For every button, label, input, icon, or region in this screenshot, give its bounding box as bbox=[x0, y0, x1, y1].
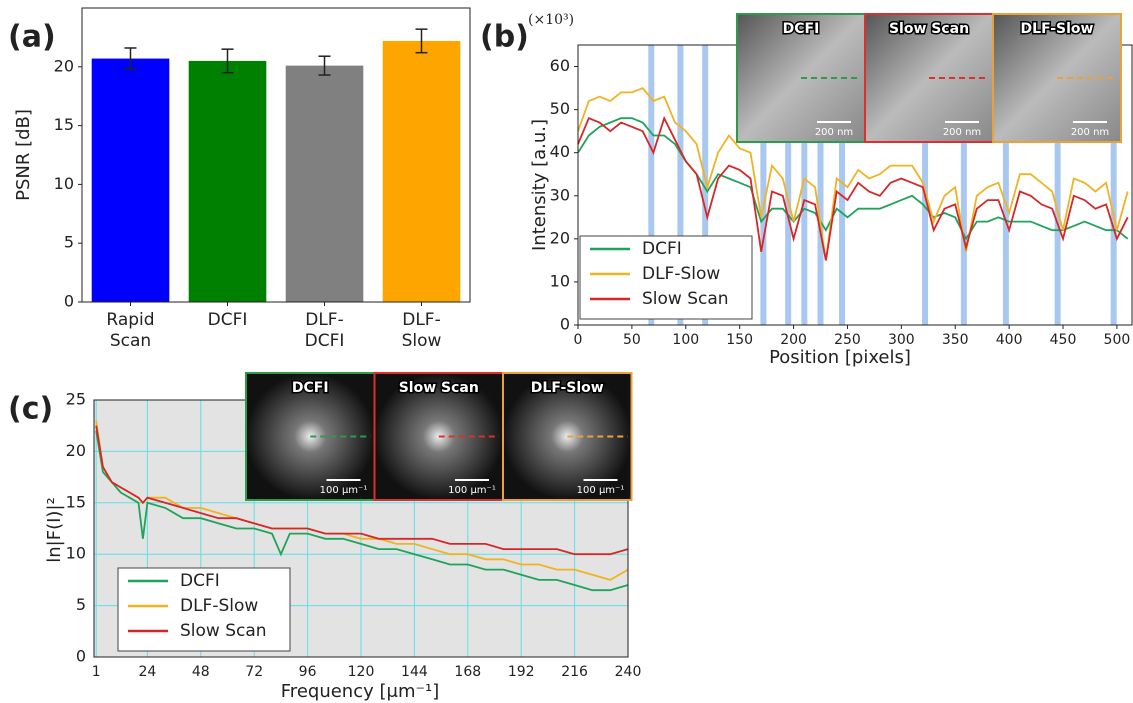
line bbox=[577, 87, 1129, 261]
panel-label: (b) bbox=[480, 20, 529, 55]
x-tick-label: 150 bbox=[726, 332, 753, 348]
inset-title: Slow Scan bbox=[889, 21, 969, 37]
y-axis-label: ln|F(I)|² bbox=[44, 497, 65, 562]
x-tick-label: 300 bbox=[888, 332, 915, 348]
bar bbox=[188, 60, 267, 302]
y-tick-label: 25 bbox=[66, 390, 86, 409]
x-tick-label: 216 bbox=[561, 664, 588, 680]
x-tick-label: 240 bbox=[615, 664, 642, 680]
x-tick-label: 96 bbox=[299, 664, 317, 680]
legend-label: DLF-Slow bbox=[180, 596, 258, 616]
x-tick-label: 168 bbox=[454, 664, 481, 680]
line bbox=[577, 117, 1129, 241]
highlight-band bbox=[702, 45, 709, 325]
highlight-band bbox=[801, 45, 808, 325]
x-tick-label: 72 bbox=[245, 664, 263, 680]
inset-scale-label: 100 μm⁻¹ bbox=[448, 485, 496, 496]
highlight-band bbox=[960, 45, 967, 325]
y-multiplier: (×10³) bbox=[528, 12, 574, 28]
legend-label: DCFI bbox=[180, 571, 220, 591]
y-tick-label: 10 bbox=[54, 174, 74, 193]
line bbox=[577, 115, 1129, 261]
inset-scale-label: 100 μm⁻¹ bbox=[577, 485, 625, 496]
highlight-band bbox=[648, 45, 655, 325]
inset-scale-label: 100 μm⁻¹ bbox=[320, 485, 368, 496]
x-tick-label: 50 bbox=[623, 332, 641, 348]
x-tick-label: DLF-Slow bbox=[401, 310, 442, 351]
y-tick-label: 50 bbox=[550, 99, 570, 118]
y-tick-label: 30 bbox=[550, 185, 570, 204]
highlight-band bbox=[839, 45, 846, 325]
x-axis-label: Position [pixels] bbox=[769, 347, 911, 368]
x-tick-label: 200 bbox=[780, 332, 807, 348]
highlight-band bbox=[760, 45, 767, 325]
y-tick-label: 40 bbox=[550, 142, 570, 161]
inset-title: Slow Scan bbox=[399, 380, 479, 396]
inset-scale-label: 200 nm bbox=[943, 127, 981, 138]
x-tick-label: 400 bbox=[996, 332, 1023, 348]
highlight-band bbox=[1054, 45, 1061, 325]
inset-scale-label: 200 nm bbox=[1071, 127, 1109, 138]
bar bbox=[91, 58, 170, 303]
x-tick-label: 1 bbox=[92, 664, 101, 680]
x-tick-label: 24 bbox=[138, 664, 156, 680]
highlight-band bbox=[1110, 45, 1117, 325]
highlight-band bbox=[1002, 45, 1009, 325]
highlight-band bbox=[785, 45, 792, 325]
x-tick-label: 0 bbox=[574, 332, 583, 348]
bar bbox=[382, 40, 461, 302]
x-tick-label: 450 bbox=[1050, 332, 1077, 348]
inset-title: DLF-Slow bbox=[531, 380, 604, 396]
x-tick-label: 100 bbox=[672, 332, 699, 348]
y-tick-label: 10 bbox=[66, 544, 86, 563]
x-axis-label: Frequency [μm⁻¹] bbox=[281, 681, 439, 702]
x-tick-label: DLF-DCFI bbox=[304, 310, 345, 351]
legend-label: Slow Scan bbox=[180, 621, 267, 641]
y-tick-label: 15 bbox=[66, 492, 86, 511]
x-tick-label: Rapid Scan bbox=[106, 310, 155, 351]
x-tick-label: 192 bbox=[508, 664, 535, 680]
inset-title: DLF-Slow bbox=[1021, 21, 1094, 37]
y-tick-label: 20 bbox=[54, 56, 74, 75]
highlight-band bbox=[677, 45, 684, 325]
x-tick-label: DCFI bbox=[207, 310, 248, 330]
x-tick-label: 250 bbox=[834, 332, 861, 348]
y-tick-label: 15 bbox=[54, 115, 74, 134]
y-tick-label: 5 bbox=[64, 233, 74, 252]
x-tick-label: 120 bbox=[348, 664, 375, 680]
highlight-band bbox=[817, 45, 824, 325]
x-tick-label: 350 bbox=[942, 332, 969, 348]
inset-title: DCFI bbox=[292, 380, 329, 396]
inset-title: DCFI bbox=[783, 21, 820, 37]
highlight-band bbox=[922, 45, 929, 325]
line bbox=[95, 430, 629, 592]
legend-label: Slow Scan bbox=[642, 289, 729, 309]
y-tick-label: 60 bbox=[550, 56, 570, 75]
y-tick-label: 5 bbox=[76, 595, 86, 614]
x-tick-label: 500 bbox=[1104, 332, 1131, 348]
y-tick-label: 0 bbox=[76, 647, 86, 666]
x-tick-label: 144 bbox=[401, 664, 428, 680]
line bbox=[95, 425, 629, 556]
y-axis-label: PSNR [dB] bbox=[13, 109, 34, 201]
y-tick-label: 20 bbox=[66, 441, 86, 460]
plot-frame bbox=[81, 7, 471, 303]
panel-label: (c) bbox=[8, 392, 53, 427]
legend-label: DLF-Slow bbox=[642, 264, 720, 284]
panel-label: (a) bbox=[8, 20, 56, 55]
y-tick-label: 0 bbox=[560, 315, 570, 334]
y-axis-label: Intensity [a.u.] bbox=[529, 119, 550, 251]
bar bbox=[285, 65, 364, 303]
y-tick-label: 0 bbox=[64, 292, 74, 311]
x-tick-label: 48 bbox=[192, 664, 210, 680]
y-tick-label: 20 bbox=[550, 228, 570, 247]
legend-label: DCFI bbox=[642, 239, 682, 259]
y-tick-label: 10 bbox=[550, 271, 570, 290]
inset-scale-label: 200 nm bbox=[815, 127, 853, 138]
